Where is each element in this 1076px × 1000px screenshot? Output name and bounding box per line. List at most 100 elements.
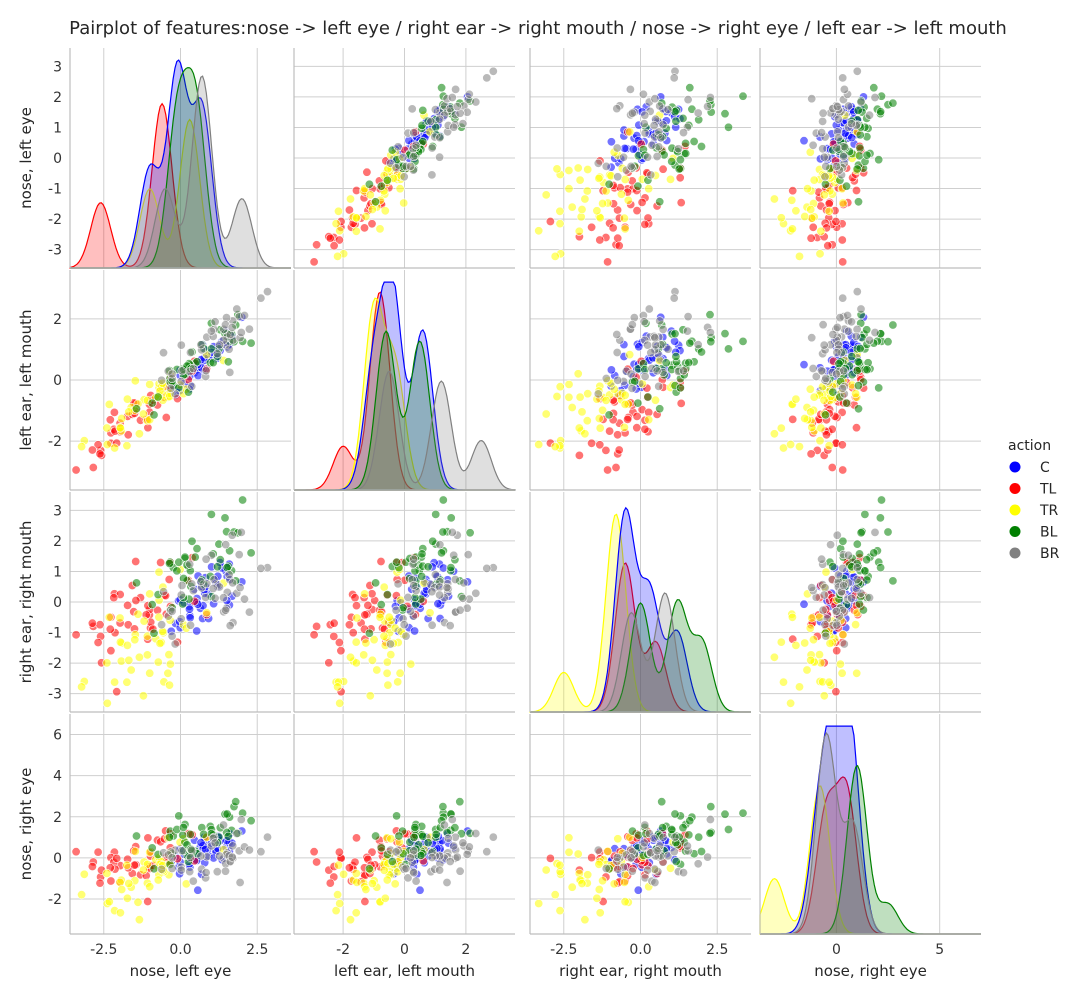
scatter-point-TR xyxy=(406,659,416,669)
x-tick-label: 2 xyxy=(461,942,470,958)
scatter-point-BL xyxy=(689,137,699,147)
scatter-point-BR xyxy=(652,846,662,856)
scatter-point-BL xyxy=(855,130,865,140)
scatter-point-BR xyxy=(703,852,713,862)
scatter-point-BR xyxy=(839,142,849,152)
scatter-point-TR xyxy=(163,668,173,678)
scatter-point-TL xyxy=(344,863,354,873)
scatter-point-TR xyxy=(567,202,577,212)
scatter-point-TR xyxy=(794,442,804,452)
scatter-point-TR xyxy=(360,589,370,599)
scatter-point-BL xyxy=(417,120,427,130)
scatter-point-TR xyxy=(644,184,654,194)
scatter-point-BR xyxy=(244,324,254,334)
scatter-point-BL xyxy=(643,392,653,402)
scatter-point-BL xyxy=(364,179,374,189)
scatter-point-TR xyxy=(395,668,405,678)
scatter-point-TL xyxy=(309,847,319,857)
scatter-point-TR xyxy=(77,890,87,900)
scatter-point-BR xyxy=(612,852,622,862)
scatter-point-BR xyxy=(447,814,457,824)
legend-label-TR: TR xyxy=(1039,503,1059,519)
scatter-point-C xyxy=(620,143,630,153)
scatter-point-BR xyxy=(403,873,413,883)
scatter-point-BR xyxy=(208,583,218,593)
scatter-point-BL xyxy=(418,831,428,841)
scatter-point-BR xyxy=(409,580,419,590)
scatter-point-BR xyxy=(619,152,629,162)
scatter-point-TL xyxy=(87,861,97,871)
scatter-point-BR xyxy=(201,554,211,564)
scatter-point-BL xyxy=(723,824,733,834)
scatter-point-BR xyxy=(256,293,266,303)
scatter-point-BL xyxy=(657,797,667,807)
scatter-point-TR xyxy=(361,884,371,894)
scatter-point-BL xyxy=(450,823,460,833)
scatter-point-TR xyxy=(594,884,604,894)
legend-label-C: C xyxy=(1040,460,1050,476)
scatter-point-BL xyxy=(165,558,175,568)
scatter-point-TR xyxy=(583,165,593,175)
scatter-point-TR xyxy=(333,206,343,216)
scatter-point-BR xyxy=(262,832,272,842)
scatter-point-BL xyxy=(685,816,695,826)
scatter-point-BR xyxy=(227,852,237,862)
scatter-point-TL xyxy=(329,631,339,641)
y-axis-label: right ear, right mouth xyxy=(17,521,35,684)
scatter-point-TR xyxy=(372,665,382,675)
scatter-point-BR xyxy=(405,853,415,863)
scatter-point-TR xyxy=(375,612,385,622)
scatter-point-TR xyxy=(800,212,810,222)
scatter-point-TR xyxy=(345,915,355,925)
scatter-point-TR xyxy=(333,682,343,692)
scatter-point-TR xyxy=(620,897,630,907)
points-layer xyxy=(71,66,898,925)
scatter-point-TL xyxy=(350,593,360,603)
panel-r2-c3 xyxy=(760,492,981,712)
scatter-point-TL xyxy=(336,646,346,656)
scatter-point-BL xyxy=(437,83,447,93)
scatter-point-TL xyxy=(164,574,174,584)
scatter-point-TR xyxy=(769,194,779,204)
scatter-point-BR xyxy=(593,158,603,168)
scatter-point-TR xyxy=(824,441,834,451)
scatter-point-BR xyxy=(177,580,187,590)
scatter-point-TR xyxy=(534,439,544,449)
scatter-point-TR xyxy=(806,407,816,417)
scatter-point-BR xyxy=(663,851,673,861)
scatter-point-TR xyxy=(580,915,590,925)
scatter-point-TR xyxy=(122,394,132,404)
scatter-point-BL xyxy=(675,155,685,165)
scatter-point-BR xyxy=(385,639,395,649)
scatter-point-TR xyxy=(555,906,565,916)
scatter-point-TR xyxy=(550,890,560,900)
x-tick-label: -2.5 xyxy=(90,942,117,958)
scatter-point-TR xyxy=(816,423,826,433)
scatter-point-TR xyxy=(154,567,164,577)
scatter-point-BL xyxy=(862,365,872,375)
scatter-point-BL xyxy=(674,164,684,174)
scatter-point-TL xyxy=(587,438,597,448)
scatter-point-BL xyxy=(132,404,142,414)
scatter-point-BR xyxy=(236,327,246,337)
scatter-point-TR xyxy=(138,691,148,701)
scatter-point-C xyxy=(433,599,443,609)
y-tick-label: 0 xyxy=(53,595,62,611)
scatter-point-TL xyxy=(363,600,373,610)
scatter-point-BL xyxy=(417,549,427,559)
scatter-point-TR xyxy=(351,658,361,668)
legend: action C TL TR BL BR xyxy=(1008,438,1060,562)
scatter-point-TR xyxy=(800,638,810,648)
scatter-point-BR xyxy=(669,73,679,83)
scatter-point-TR xyxy=(815,249,825,259)
scatter-point-BR xyxy=(427,852,437,862)
scatter-point-BR xyxy=(870,93,880,103)
scatter-point-BL xyxy=(147,600,157,610)
y-tick-label: 2 xyxy=(53,312,62,328)
scatter-point-TR xyxy=(361,638,371,648)
scatter-point-BL xyxy=(855,343,865,353)
y-tick-label: 2 xyxy=(53,90,62,106)
scatter-point-BR xyxy=(176,376,186,386)
scatter-point-BR xyxy=(846,317,856,327)
